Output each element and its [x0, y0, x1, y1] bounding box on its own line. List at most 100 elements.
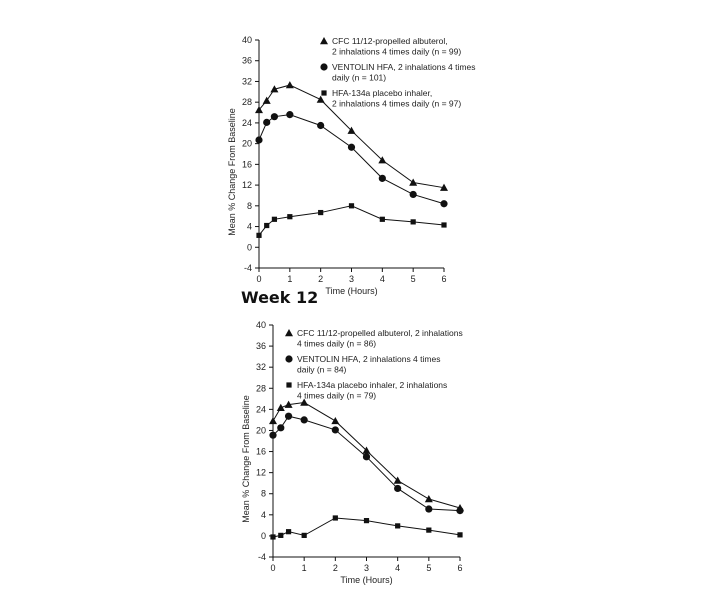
data-point-triangle: [285, 81, 294, 89]
y-tick-label: 4: [261, 510, 266, 520]
y-tick-label: 32: [242, 76, 252, 86]
data-point-circle: [331, 426, 339, 434]
y-tick-label: 40: [256, 320, 266, 330]
y-tick-label: -4: [244, 263, 252, 273]
data-point-triangle: [347, 126, 356, 134]
y-tick-label: 24: [256, 404, 266, 414]
data-point-square: [332, 515, 338, 521]
y-tick-label: 0: [261, 531, 266, 541]
legend-entry-text: HFA-134a placebo inhaler, 2 inhalations: [297, 380, 447, 390]
y-tick-label: 40: [242, 35, 252, 45]
data-point-triangle: [409, 178, 418, 186]
legend-marker-circle: [320, 63, 328, 71]
data-point-triangle: [255, 105, 263, 114]
data-point-square: [457, 532, 463, 538]
data-point-circle: [269, 431, 277, 439]
legend-entry-text: 4 times daily (n = 86): [297, 339, 376, 349]
y-tick-label: 16: [242, 159, 252, 169]
data-point-triangle: [378, 156, 387, 164]
x-tick-label: 5: [411, 274, 416, 284]
data-point-square: [363, 518, 370, 524]
legend-entry-text: 2 inhalations 4 times daily (n = 97): [332, 99, 461, 109]
data-point-square: [271, 216, 278, 222]
y-tick-label: 36: [256, 341, 266, 351]
x-tick-label: 1: [287, 274, 292, 284]
data-point-circle: [440, 200, 448, 208]
x-axis-label: Time (Hours): [340, 575, 392, 585]
legend-entry-text: daily (n = 84): [297, 365, 347, 375]
data-point-circle: [378, 174, 386, 182]
data-point-triangle: [316, 95, 325, 103]
y-tick-label: 20: [242, 139, 252, 149]
series-line-circle: [272, 415, 461, 512]
data-point-circle: [409, 190, 417, 199]
x-tick-label: 3: [364, 563, 369, 573]
x-tick-label: 4: [395, 563, 400, 573]
y-tick-label: 32: [256, 362, 266, 372]
y-tick-label: 36: [242, 56, 252, 66]
data-point-triangle: [424, 495, 433, 503]
data-point-circle: [270, 113, 279, 121]
x-tick-label: 3: [349, 274, 354, 284]
legend-marker-square: [286, 382, 292, 388]
data-point-triangle: [270, 85, 279, 93]
data-point-square: [256, 232, 262, 238]
data-point-triangle: [331, 416, 340, 425]
data-point-circle: [300, 416, 308, 424]
data-point-circle: [286, 111, 294, 119]
data-point-circle: [317, 121, 325, 130]
legend-entry-text: HFA-134a placebo inhaler,: [332, 88, 432, 98]
y-tick-label: 0: [247, 242, 252, 252]
data-point-triangle: [440, 183, 448, 191]
x-axis-label: Time (Hours): [325, 286, 377, 296]
data-point-circle: [394, 484, 402, 493]
data-point-square: [426, 527, 432, 533]
data-point-square: [441, 222, 447, 228]
x-tick-label: 6: [457, 563, 462, 573]
data-point-square: [301, 532, 307, 538]
legend-entry-text: 4 times daily (n = 79): [297, 391, 376, 401]
series-line-square: [258, 205, 445, 236]
data-point-square: [287, 214, 293, 220]
x-tick-label: 0: [270, 563, 275, 573]
legend-entry-text: 2 inhalations 4 times daily (n = 99): [332, 47, 461, 57]
data-point-circle: [347, 143, 356, 151]
y-tick-label: 20: [256, 425, 266, 435]
legend-entry-text: daily (n = 101): [332, 73, 386, 83]
x-tick-label: 6: [441, 274, 446, 284]
legend-entry-text: VENTOLIN HFA, 2 inhalations 4 times: [297, 354, 440, 364]
data-point-circle: [456, 507, 464, 515]
data-point-triangle: [262, 96, 271, 104]
data-point-circle: [255, 136, 263, 144]
x-tick-label: 4: [380, 274, 385, 284]
y-tick-label: 8: [261, 489, 266, 499]
y-axis-label: Mean % Change From Baseline: [241, 395, 251, 523]
data-point-circle: [263, 118, 271, 126]
x-tick-label: 1: [302, 563, 307, 573]
data-point-circle: [284, 412, 293, 420]
legend-marker-triangle: [285, 329, 293, 337]
data-point-triangle: [393, 476, 402, 484]
data-point-triangle: [362, 446, 371, 454]
x-tick-label: 2: [333, 563, 338, 573]
data-point-square: [264, 222, 270, 229]
data-point-triangle: [300, 398, 309, 406]
data-point-square: [278, 532, 284, 538]
data-point-triangle: [276, 403, 285, 411]
data-point-triangle: [284, 400, 293, 408]
x-tick-label: 0: [256, 274, 261, 284]
x-tick-label: 2: [318, 274, 323, 284]
data-point-circle: [425, 505, 433, 513]
y-tick-label: 16: [256, 447, 266, 457]
week-12-heading: Week 12: [241, 288, 319, 307]
legend-entry-text: VENTOLIN HFA, 2 inhalations 4 times: [332, 62, 475, 72]
y-tick-label: 8: [247, 201, 252, 211]
x-tick-label: 5: [426, 563, 431, 573]
y-tick-label: 28: [256, 383, 266, 393]
legend-marker-square: [321, 90, 327, 96]
y-axis-label: Mean % Change From Baseline: [227, 108, 237, 236]
